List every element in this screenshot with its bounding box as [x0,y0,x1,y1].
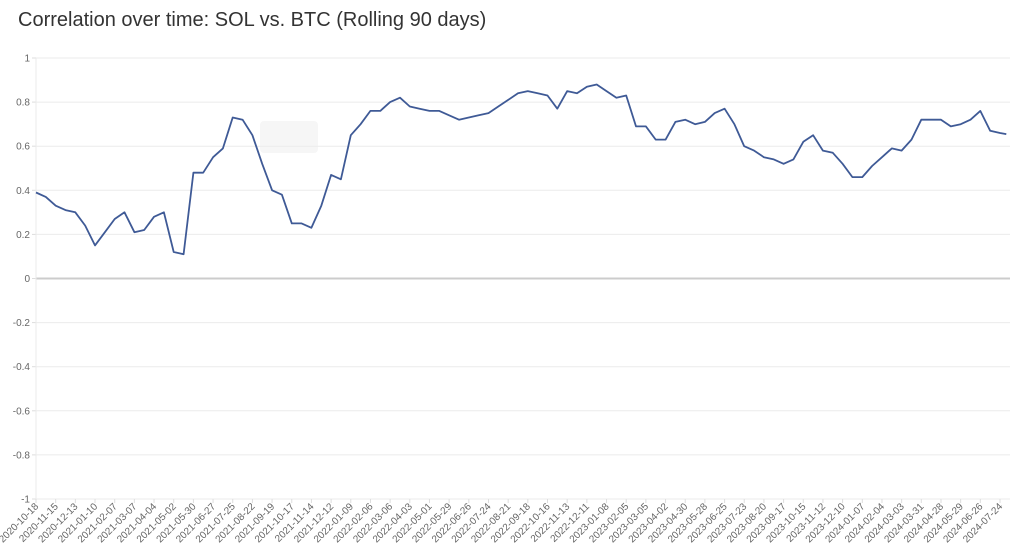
y-tick-label: 0.4 [16,186,30,197]
tooltip [260,121,318,153]
y-tick-label: 0.8 [16,98,30,109]
y-tick-label: 0.2 [16,230,30,241]
y-tick-label: 1 [24,54,30,65]
y-tick-label: -1 [21,495,30,506]
y-tick-label: -0.8 [13,450,31,461]
y-tick-label: 0 [24,274,30,285]
chart-title: Correlation over time: SOL vs. BTC (Roll… [18,9,487,31]
correlation-line [35,83,1007,256]
y-tick-label: -0.6 [13,406,31,417]
y-tick-label: 0.6 [16,142,30,153]
y-tick-label: -0.4 [13,362,31,373]
y-tick-label: -0.2 [13,318,31,329]
